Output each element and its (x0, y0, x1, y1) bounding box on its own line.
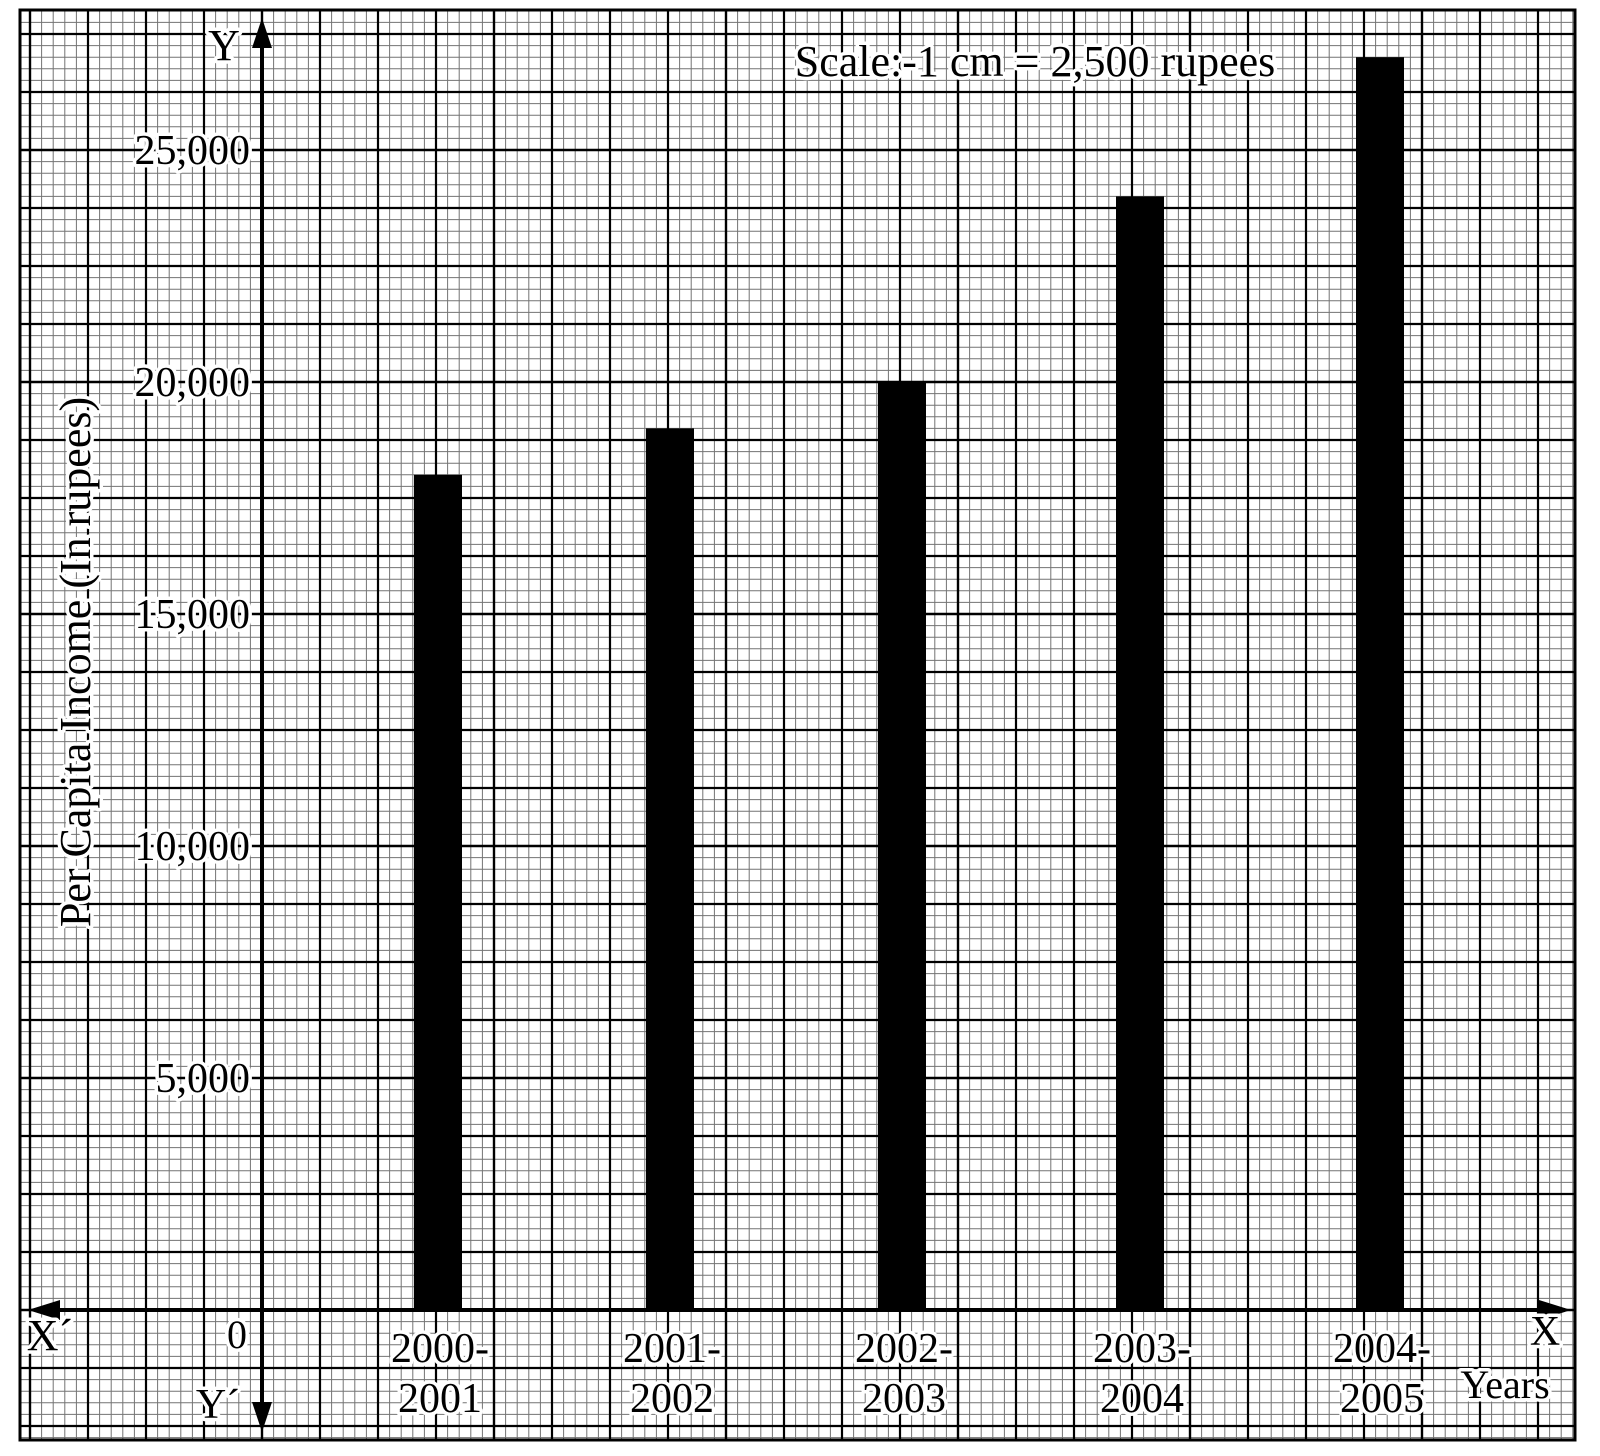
scale-note: Scale:-1 cm = 2,500 rupees (795, 37, 1276, 86)
bar (878, 382, 926, 1310)
x-axis-left-arrow-icon (28, 1300, 60, 1320)
y-axis-letter-bottom: Y´ (196, 1382, 240, 1428)
y-axis-title: Per Capita Income (In rupees) (51, 397, 100, 927)
y-tick-label: 15,000 (135, 592, 251, 638)
labels: 5,000 10,000 15,000 20,000 25,000 0 Y Y´ X´ X Scal… (23, 18, 1563, 1432)
origin-label: 0 (227, 1312, 247, 1357)
bars (414, 57, 1404, 1311)
x-tick-label: 2002 (630, 1376, 714, 1422)
y-tick-label: 25,000 (135, 128, 251, 174)
y-tick-label: 20,000 (135, 360, 251, 406)
x-tick-label: 2004 (1100, 1376, 1184, 1422)
axes (28, 18, 1571, 1432)
y-axis-down-arrow-icon (252, 1402, 272, 1432)
x-axis-right-arrow-icon (1539, 1300, 1571, 1320)
bar (646, 428, 694, 1310)
x-tick-label: 2002- (855, 1326, 953, 1372)
y-axis-letter-top: Y (208, 21, 240, 70)
x-tick-label: 2000- (391, 1326, 489, 1372)
x-axis-letter-right: X (1530, 1309, 1560, 1355)
y-tick-label: 5,000 (156, 1056, 251, 1102)
bar (414, 474, 462, 1310)
x-axis-letter-left: X´ (27, 1311, 73, 1360)
y-axis-up-arrow-icon (252, 18, 272, 48)
bar (1116, 196, 1164, 1310)
x-axis-title: Years (1460, 1362, 1549, 1407)
x-tick-label: 2003- (1093, 1326, 1191, 1372)
x-tick-label: 2004- (1333, 1326, 1431, 1372)
y-tick-label: 10,000 (135, 824, 251, 870)
paper-border (18, 8, 1577, 1442)
bar (1356, 57, 1404, 1311)
x-tick-label: 2003 (862, 1376, 946, 1422)
x-tick-label: 2001- (623, 1326, 721, 1372)
graph-paper-grid (18, 8, 1577, 1442)
x-tick-label: 2001 (398, 1376, 482, 1422)
x-tick-label: 2005 (1340, 1376, 1424, 1422)
